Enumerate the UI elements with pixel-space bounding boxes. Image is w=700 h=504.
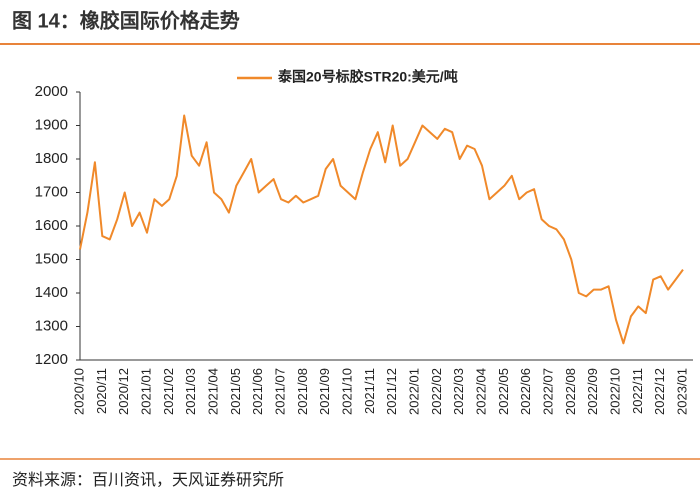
x-tick-label: 2021/02 xyxy=(161,368,176,415)
x-tick-label: 2021/11 xyxy=(362,368,377,414)
x-tick-label: 2021/10 xyxy=(339,368,354,415)
y-tick-label: 1300 xyxy=(35,317,68,334)
y-tick-label: 1900 xyxy=(35,116,68,133)
y-tick-label: 1200 xyxy=(35,351,68,368)
y-tick-label: 1400 xyxy=(35,284,68,301)
x-tick-label: 2022/11 xyxy=(630,368,645,414)
x-tick-label: 2022/04 xyxy=(473,368,488,415)
x-tick-label: 2022/03 xyxy=(451,368,466,415)
x-tick-label: 2022/05 xyxy=(496,368,511,415)
x-tick-label: 2020/10 xyxy=(71,368,86,415)
x-tick-label: 2022/01 xyxy=(406,368,421,415)
x-tick-label: 2022/12 xyxy=(652,368,667,415)
x-tick-label: 2020/12 xyxy=(116,368,131,415)
x-tick-label: 2022/07 xyxy=(540,368,555,415)
x-tick-label: 2021/04 xyxy=(205,368,220,415)
x-tick-label: 2021/03 xyxy=(183,368,198,415)
x-tick-label: 2021/06 xyxy=(250,368,265,415)
x-tick-label: 2022/02 xyxy=(429,368,444,415)
y-tick-label: 1600 xyxy=(35,217,68,234)
x-tick-label: 2021/01 xyxy=(138,368,153,415)
legend-label: 泰国20号标胶STR20:美元/吨 xyxy=(277,69,458,85)
x-tick-label: 2021/08 xyxy=(295,368,310,415)
x-tick-label: 2022/06 xyxy=(518,368,533,415)
y-tick-label: 2000 xyxy=(35,83,68,100)
x-tick-label: 2021/12 xyxy=(384,368,399,415)
chart-title: 图 14：橡胶国际价格走势 xyxy=(12,8,240,32)
y-tick-label: 1800 xyxy=(35,150,68,167)
x-tick-label: 2021/09 xyxy=(317,368,332,415)
x-tick-label: 2023/01 xyxy=(674,368,689,415)
x-tick-label: 2020/11 xyxy=(94,368,109,414)
price-line xyxy=(79,114,684,345)
x-tick-label: 2022/08 xyxy=(563,368,578,415)
y-tick-label: 1500 xyxy=(35,250,68,267)
x-tick-label: 2022/10 xyxy=(607,368,622,415)
x-tick-label: 2021/07 xyxy=(272,368,287,415)
x-tick-label: 2021/05 xyxy=(228,368,243,415)
source-note: 资料来源：百川资讯，天风证券研究所 xyxy=(12,471,284,489)
y-tick-label: 1700 xyxy=(35,183,68,200)
x-tick-label: 2022/09 xyxy=(585,368,600,415)
